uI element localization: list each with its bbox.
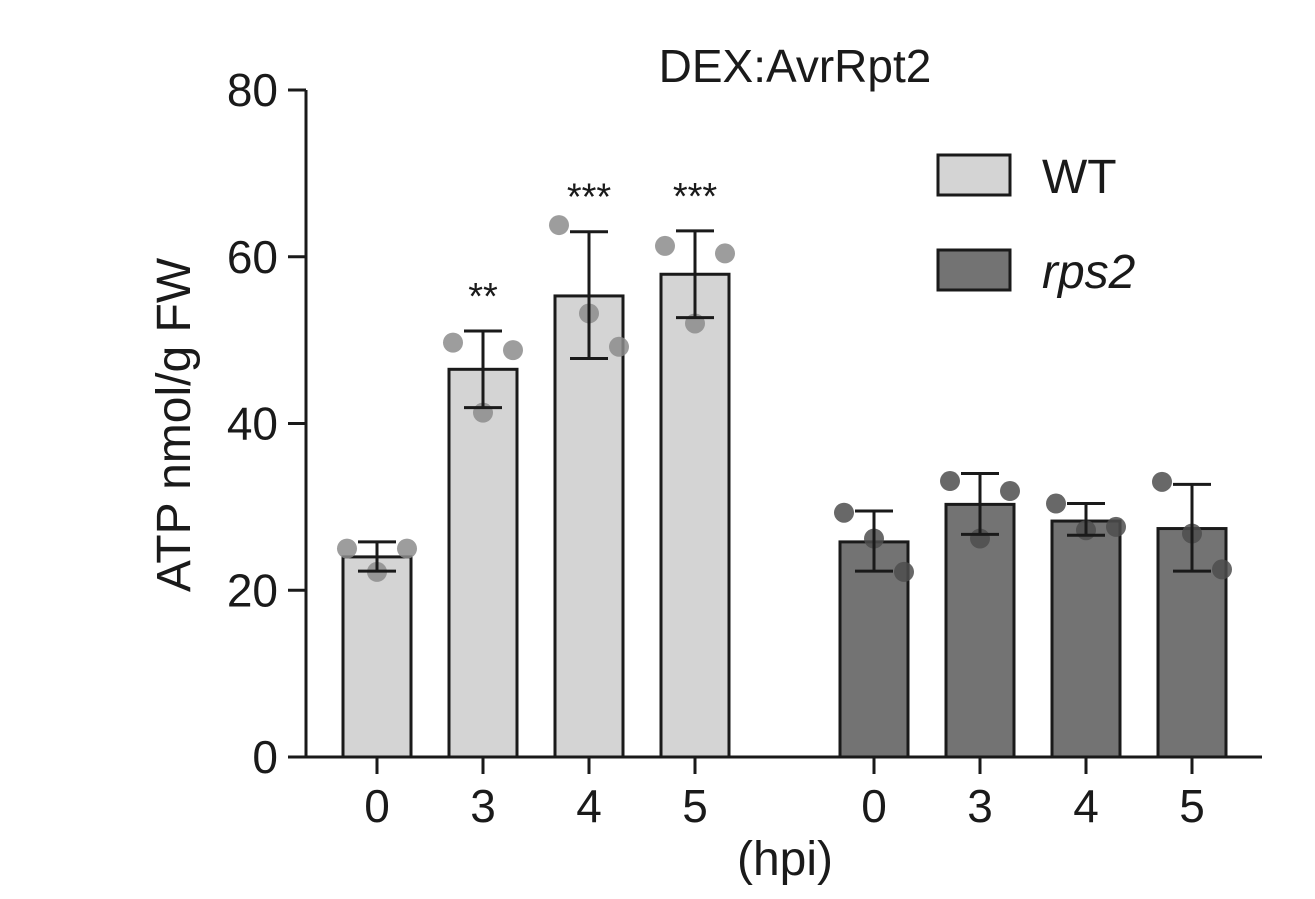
bar xyxy=(341,555,413,759)
bars-layer: ***** *** xyxy=(337,176,1232,759)
data-point xyxy=(940,471,960,492)
data-point xyxy=(337,538,357,559)
significance-label: *** xyxy=(673,176,718,218)
data-point xyxy=(549,215,569,236)
y-tick-label: 0 xyxy=(252,731,278,783)
y-tick-label: 20 xyxy=(227,564,278,616)
data-point xyxy=(834,502,854,523)
y-tick-label: 40 xyxy=(227,398,278,450)
x-tick-label: 5 xyxy=(682,780,708,832)
x-tick-label: 5 xyxy=(1179,780,1205,832)
bar xyxy=(659,272,731,759)
x-tick-label: 3 xyxy=(470,780,496,832)
x-tick-label: 4 xyxy=(1073,780,1099,832)
legend-swatch xyxy=(936,153,1012,197)
bar xyxy=(447,367,519,759)
x-axis-title: (hpi) xyxy=(737,833,833,886)
x-axis: 0 3 4 5 0 3 4 5 xyxy=(306,755,1262,832)
chart-title: DEX:AvrRpt2 xyxy=(659,40,932,92)
significance-label: ** xyxy=(468,276,498,318)
y-tick-label: 60 xyxy=(227,231,278,283)
x-tick-label: 0 xyxy=(364,780,390,832)
data-point xyxy=(1152,471,1172,492)
legend-swatch xyxy=(936,248,1012,292)
data-point xyxy=(1212,559,1232,580)
x-tick-label: 0 xyxy=(861,780,887,832)
data-point xyxy=(894,561,914,582)
significance-label: *** xyxy=(567,177,612,219)
x-tick-label: 4 xyxy=(576,780,602,832)
legend: WT rps2 xyxy=(936,151,1135,299)
data-point xyxy=(715,243,735,264)
x-tick-label: 3 xyxy=(967,780,993,832)
legend-label: rps2 xyxy=(1042,246,1135,299)
data-point xyxy=(609,336,629,357)
bar xyxy=(1050,519,1122,759)
data-point xyxy=(655,235,675,256)
data-point xyxy=(1000,481,1020,502)
data-point xyxy=(1106,516,1126,537)
bar xyxy=(553,294,625,759)
legend-label: WT xyxy=(1042,151,1117,204)
y-axis: 0 20 40 60 80 xyxy=(227,64,308,783)
y-tick-label: 80 xyxy=(227,64,278,116)
data-point xyxy=(397,538,417,559)
data-point xyxy=(443,332,463,353)
data-point xyxy=(1046,493,1066,514)
data-point xyxy=(503,340,523,361)
y-axis-title: ATP nmol/g FW xyxy=(148,257,201,592)
